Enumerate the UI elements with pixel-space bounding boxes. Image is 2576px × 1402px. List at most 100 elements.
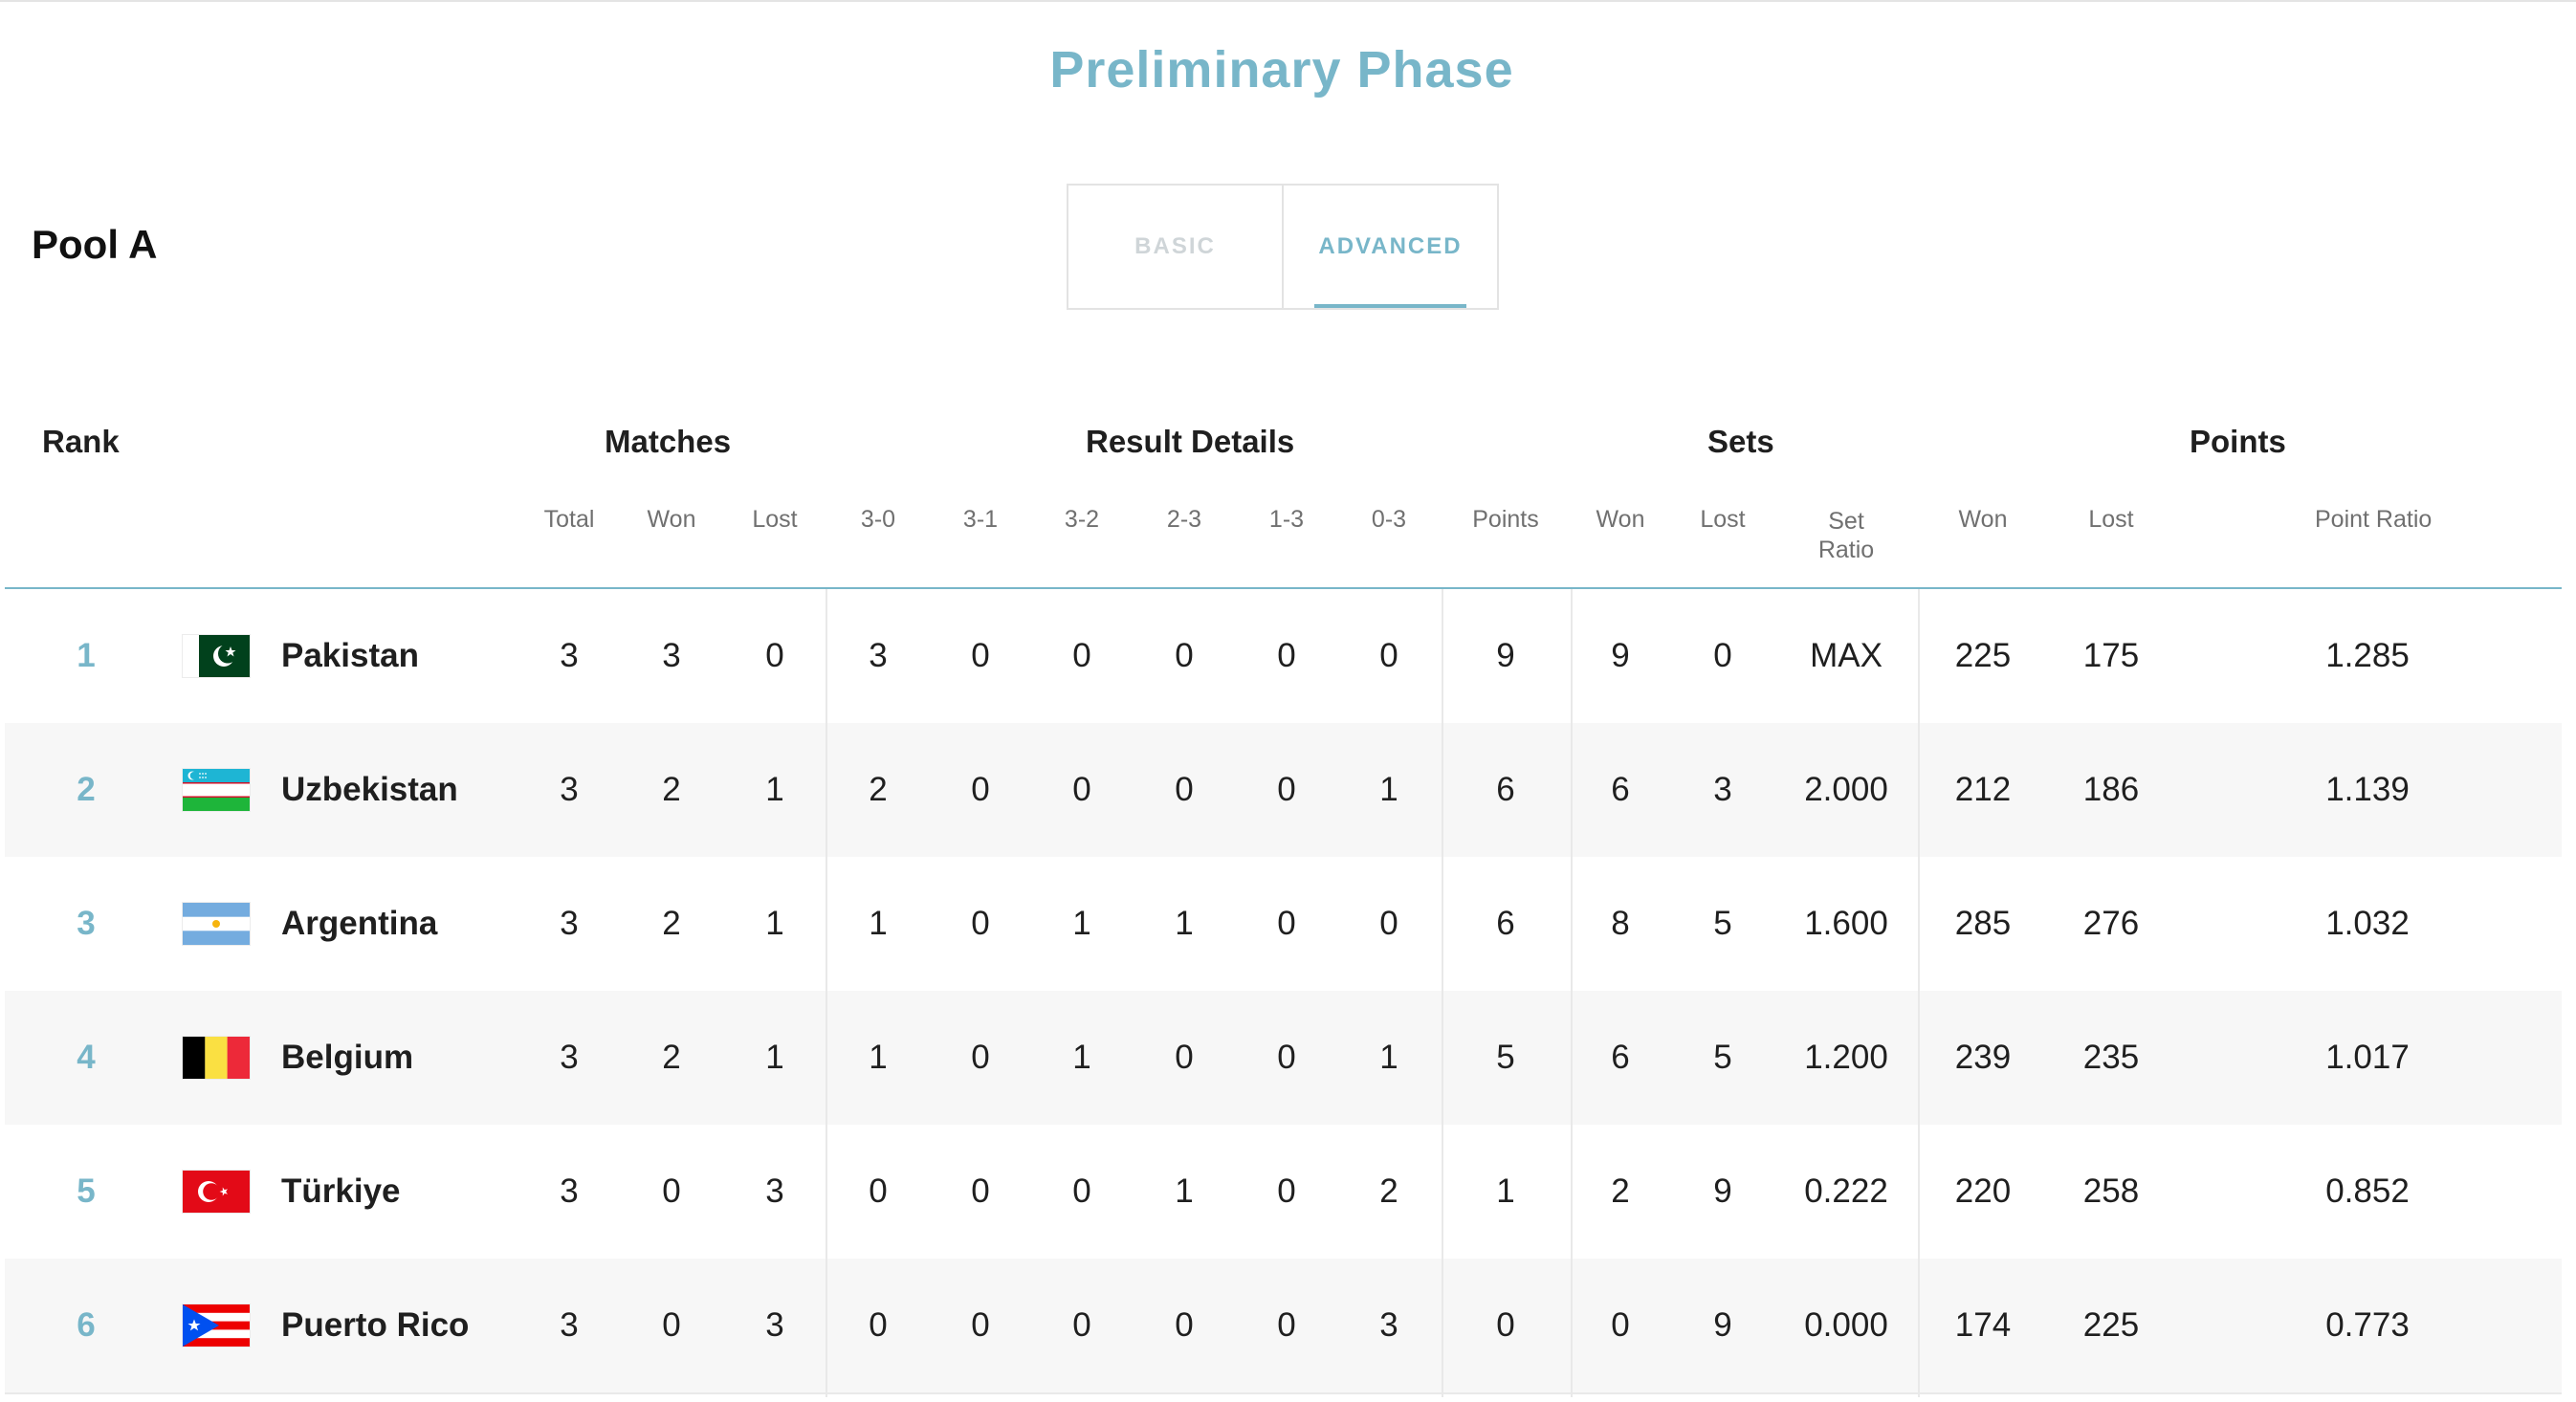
team-name[interactable]: Puerto Rico	[281, 1306, 470, 1344]
matches-won: 0	[662, 1306, 681, 1344]
header-divider	[5, 587, 2562, 589]
points-cell: 6	[1496, 905, 1515, 942]
result-1-3: 0	[1277, 1172, 1296, 1210]
points-won: 212	[1954, 771, 2012, 808]
point-ratio: 0.773	[2325, 1306, 2410, 1344]
tab-advanced[interactable]: ADVANCED	[1284, 186, 1497, 308]
rank-cell: 2	[77, 771, 96, 808]
column-divider	[1442, 589, 1443, 1397]
sets-lost: 5	[1713, 905, 1732, 942]
rank-cell: 6	[77, 1306, 96, 1344]
point-ratio: 1.285	[2325, 637, 2410, 674]
result-3-1: 0	[971, 1039, 990, 1076]
result-2-3: 0	[1175, 771, 1194, 808]
team-name[interactable]: Türkiye	[281, 1172, 401, 1210]
result-0-3: 3	[1379, 1306, 1398, 1344]
header-matches: Matches	[605, 424, 732, 459]
standings-table: 1 Pakistan 3 3 0 3 0 0 0 0 0 9 9 0 MAX 2…	[5, 589, 2562, 1392]
sets-lost: 9	[1713, 1306, 1732, 1344]
column-divider	[1918, 589, 1920, 1397]
points-cell: 6	[1496, 771, 1515, 808]
matches-won: 3	[662, 637, 681, 674]
result-3-2: 1	[1072, 905, 1091, 942]
sets-lost: 3	[1713, 771, 1732, 808]
points-won: 239	[1954, 1039, 2012, 1076]
belgium-flag-icon	[183, 1037, 250, 1079]
result-1-3: 0	[1277, 1039, 1296, 1076]
subheader-points: Points	[1472, 506, 1539, 533]
header-result-details: Result Details	[1086, 424, 1295, 459]
phase-title: Preliminary Phase	[1049, 41, 1514, 99]
result-2-3: 1	[1175, 905, 1194, 942]
result-2-3: 0	[1175, 637, 1194, 674]
subheader-0-3: 0-3	[1371, 506, 1407, 533]
table-row[interactable]: 1 Pakistan 3 3 0 3 0 0 0 0 0 9 9 0 MAX 2…	[5, 589, 2562, 723]
matches-total: 3	[560, 1306, 579, 1344]
result-3-0: 0	[869, 1172, 888, 1210]
points-lost: 258	[2082, 1172, 2140, 1210]
subheader-2-3: 2-3	[1166, 506, 1202, 533]
matches-lost: 3	[765, 1172, 784, 1210]
puerto-rico-flag-icon	[183, 1304, 250, 1347]
team-name[interactable]: Pakistan	[281, 637, 419, 674]
header-points: Points	[2190, 424, 2286, 459]
column-divider	[826, 589, 827, 1397]
subheader-point-ratio: Point Ratio	[2315, 506, 2433, 533]
result-3-0: 0	[869, 1306, 888, 1344]
team-name[interactable]: Argentina	[281, 905, 438, 942]
matches-lost: 1	[765, 771, 784, 808]
result-0-3: 1	[1379, 771, 1398, 808]
sets-won: 6	[1611, 771, 1630, 808]
subheader-total: Total	[543, 506, 595, 533]
table-row[interactable]: 2 Uzbekistan 3 2 1 2 0 0 0 0 1 6 6 3 2.0…	[5, 723, 2562, 857]
tab-basic[interactable]: BASIC	[1068, 186, 1284, 308]
subheader-3-0: 3-0	[860, 506, 896, 533]
matches-lost: 3	[765, 1306, 784, 1344]
matches-total: 3	[560, 905, 579, 942]
sets-lost: 9	[1713, 1172, 1732, 1210]
subheader-matches-lost: Lost	[752, 506, 798, 533]
points-cell: 0	[1496, 1306, 1515, 1344]
result-3-1: 0	[971, 1306, 990, 1344]
top-border	[0, 0, 2576, 2]
points-lost: 175	[2082, 637, 2140, 674]
subheader-set-ratio: Set Ratio	[1794, 507, 1899, 564]
subheader-3-2: 3-2	[1064, 506, 1100, 533]
matches-total: 3	[560, 637, 579, 674]
result-3-2: 1	[1072, 1039, 1091, 1076]
result-3-0: 1	[869, 1039, 888, 1076]
set-ratio: 0.222	[1804, 1172, 1888, 1210]
result-1-3: 0	[1277, 905, 1296, 942]
table-row[interactable]: 5 Türkiye 3 0 3 0 0 0 1 0 2 1 2 9 0.222 …	[5, 1125, 2562, 1259]
result-2-3: 0	[1175, 1039, 1194, 1076]
subheader-1-3: 1-3	[1268, 506, 1305, 533]
sets-lost: 0	[1713, 637, 1732, 674]
table-row[interactable]: 3 Argentina 3 2 1 1 0 1 1 0 0 6 8 5 1.60…	[5, 857, 2562, 991]
matches-won: 0	[662, 1172, 681, 1210]
table-bottom-border	[5, 1392, 2562, 1394]
result-3-1: 0	[971, 905, 990, 942]
result-3-2: 0	[1072, 771, 1091, 808]
subheader-set-ratio-line2: Ratio	[1817, 537, 1875, 563]
pool-title: Pool A	[32, 222, 158, 267]
sets-won: 6	[1611, 1039, 1630, 1076]
points-won: 285	[1954, 905, 2012, 942]
view-toggle: BASIC ADVANCED	[1067, 184, 1499, 310]
team-name[interactable]: Uzbekistan	[281, 771, 458, 808]
header-sets: Sets	[1707, 424, 1774, 459]
turkiye-flag-icon	[183, 1171, 250, 1213]
subheader-set-ratio-line1: Set	[1828, 508, 1864, 535]
team-name[interactable]: Belgium	[281, 1039, 414, 1076]
point-ratio: 1.017	[2325, 1039, 2410, 1076]
result-3-1: 0	[971, 637, 990, 674]
column-divider	[1571, 589, 1573, 1397]
point-ratio: 1.139	[2325, 771, 2410, 808]
table-row[interactable]: 6 Puerto Rico 3 0 3 0 0 0 0 0 3 0 0 9 0.…	[5, 1259, 2562, 1392]
uzbekistan-flag-icon	[183, 769, 250, 811]
table-row[interactable]: 4 Belgium 3 2 1 1 0 1 0 0 1 5 6 5 1.200 …	[5, 991, 2562, 1125]
point-ratio: 1.032	[2325, 905, 2410, 942]
rank-cell: 3	[77, 905, 96, 942]
header-rank: Rank	[42, 424, 120, 459]
points-lost: 276	[2082, 905, 2140, 942]
result-3-2: 0	[1072, 1172, 1091, 1210]
